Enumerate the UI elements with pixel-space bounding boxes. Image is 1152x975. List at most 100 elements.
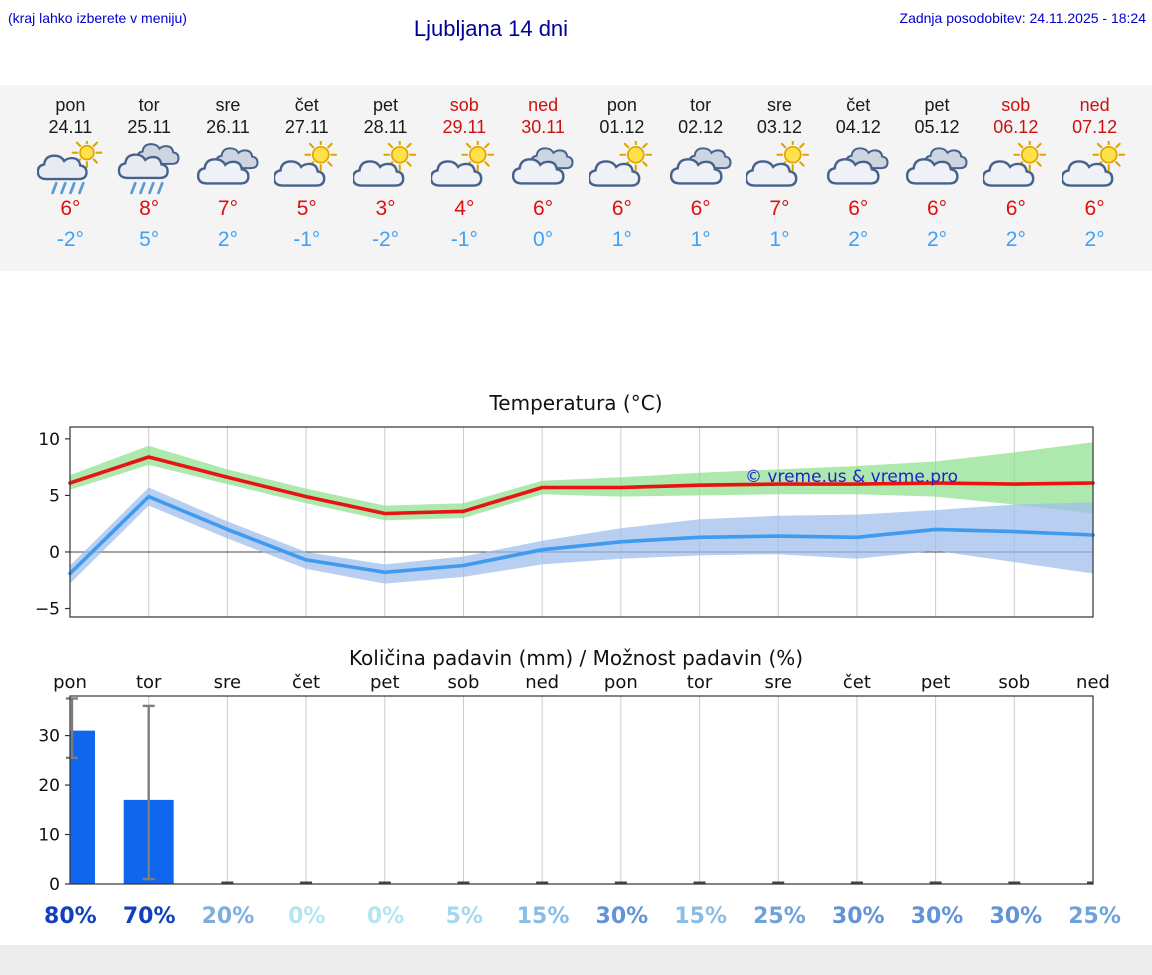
day-tmax: 6° bbox=[1005, 197, 1026, 220]
forecast-strip: pon 24.11 6° -2° tor 25.11 8° 5° sre 26.11 7° 2° čet… bbox=[0, 85, 1152, 271]
day-date: 26.11 bbox=[206, 117, 250, 137]
precip-probability: 15% bbox=[674, 904, 727, 929]
forecast-day-column[interactable]: sre 03.12 7° 1° bbox=[740, 85, 819, 252]
forecast-day-column[interactable]: ned 07.12 6° 2° bbox=[1055, 85, 1134, 252]
sun-icon bbox=[1013, 140, 1046, 171]
precip-zero-mark bbox=[457, 881, 470, 884]
sun-icon bbox=[304, 140, 337, 171]
day-icon-wrap bbox=[976, 140, 1055, 196]
day-date: 06.12 bbox=[993, 117, 1039, 137]
day-tmax: 8° bbox=[139, 197, 160, 220]
precip-day-label: ned bbox=[1076, 672, 1110, 693]
precip-day-label: pon bbox=[53, 672, 87, 693]
day-tmax: 7° bbox=[769, 197, 790, 220]
precip-day-label: sob bbox=[448, 672, 480, 693]
precip-day-label: sre bbox=[764, 672, 791, 693]
precip-day-label: pet bbox=[921, 672, 951, 693]
day-date: 29.11 bbox=[442, 117, 487, 137]
day-date: 30.11 bbox=[521, 117, 565, 137]
precip-zero-mark bbox=[300, 881, 313, 884]
y-tick-label: 0 bbox=[49, 543, 60, 563]
weather-icon-cloudy bbox=[827, 146, 889, 185]
precip-day-label: tor bbox=[136, 672, 162, 693]
y-tick-label: 5 bbox=[49, 486, 60, 506]
weather-icon-rain bbox=[117, 142, 180, 194]
day-tmax: 3° bbox=[375, 197, 396, 220]
day-name: čet bbox=[846, 95, 871, 115]
day-icon-wrap bbox=[189, 140, 268, 196]
weather-icon-partly-sunny bbox=[982, 140, 1046, 187]
forecast-day-column[interactable]: pon 24.11 6° -2° bbox=[31, 85, 110, 252]
precip-zero-mark bbox=[1008, 881, 1021, 884]
day-tmin: 2° bbox=[926, 228, 948, 251]
weather-icon-partly-sunny bbox=[431, 140, 495, 187]
day-date: 25.11 bbox=[127, 117, 172, 137]
day-tmax: 5° bbox=[296, 197, 317, 220]
forecast-day-column[interactable]: tor 25.11 8° 5° bbox=[110, 85, 189, 252]
day-tmax: 6° bbox=[926, 197, 948, 220]
precipitation-chart: pon tor sre čet pet sob ned pon tor sre čet pet sob n… bbox=[38, 672, 1110, 895]
y-tick-label: 0 bbox=[49, 875, 60, 895]
forecast-day-column[interactable]: pet 05.12 6° 2° bbox=[898, 85, 977, 252]
temperature-chart: −5 0 5 10 © vreme.us & vreme.pro bbox=[35, 426, 1095, 620]
forecast-day-column[interactable]: sre 26.11 7° 2° bbox=[189, 85, 268, 252]
precip-probability: 20% bbox=[201, 904, 255, 929]
day-name: ned bbox=[1079, 95, 1110, 115]
day-tmin: -2° bbox=[371, 228, 400, 251]
day-name: pet bbox=[924, 95, 950, 115]
precip-probability: 70% bbox=[122, 904, 176, 929]
day-icon-wrap bbox=[504, 140, 583, 196]
precipitation-chart-title: Količina padavin (mm) / Možnost padavin … bbox=[348, 646, 804, 670]
day-tmin: 1° bbox=[611, 228, 632, 251]
day-tmin: 2° bbox=[217, 228, 238, 251]
watermark-link[interactable]: © vreme.us & vreme.pro bbox=[745, 467, 958, 487]
precip-zero-mark bbox=[772, 881, 785, 884]
day-date: 24.11 bbox=[48, 117, 93, 137]
precip-day-label: ned bbox=[525, 672, 559, 693]
day-tmin: 5° bbox=[139, 228, 160, 251]
day-tmax: 6° bbox=[60, 197, 81, 220]
day-tmax: 6° bbox=[690, 197, 711, 220]
precip-probability: 80% bbox=[44, 904, 97, 929]
precip-day-label: pet bbox=[370, 672, 400, 693]
day-tmin: 2° bbox=[1005, 228, 1026, 251]
day-date: 01.12 bbox=[599, 117, 645, 137]
forecast-day-column[interactable]: tor 02.12 6° 1° bbox=[661, 85, 740, 252]
forecast-day-column[interactable]: pon 01.12 6° 1° bbox=[582, 85, 661, 252]
y-tick-label: 10 bbox=[38, 826, 60, 846]
day-icon-wrap bbox=[582, 140, 661, 196]
day-icon-wrap bbox=[31, 140, 110, 196]
y-tick-label: 20 bbox=[38, 776, 60, 796]
precip-day-label: tor bbox=[687, 672, 713, 693]
precip-zero-mark bbox=[378, 881, 391, 884]
rain-icon bbox=[51, 181, 85, 194]
day-name: sre bbox=[215, 95, 241, 115]
forecast-day-column[interactable]: sob 29.11 4° -1° bbox=[425, 85, 504, 252]
day-date: 02.12 bbox=[678, 117, 724, 137]
precip-zero-mark bbox=[1087, 881, 1093, 884]
day-tmin: -1° bbox=[293, 228, 321, 251]
precip-probability: 25% bbox=[1068, 904, 1121, 929]
sun-icon bbox=[461, 140, 495, 171]
forecast-day-column[interactable]: čet 04.12 6° 2° bbox=[819, 85, 898, 252]
day-name: tor bbox=[690, 95, 712, 115]
precip-probability: 0% bbox=[366, 904, 405, 929]
day-name: čet bbox=[294, 95, 319, 115]
precip-probability: 15% bbox=[516, 904, 570, 929]
day-name: sob bbox=[1001, 95, 1031, 115]
forecast-day-column[interactable]: sob 06.12 6° 2° bbox=[976, 85, 1055, 252]
sun-icon bbox=[776, 140, 810, 171]
weather-icon-partly-sunny bbox=[273, 140, 337, 187]
forecast-day-column[interactable]: ned 30.11 6° 0° bbox=[504, 85, 583, 252]
page-header: (kraj lahko izberete v meniju) Ljubljana… bbox=[0, 0, 1152, 85]
day-tmax: 6° bbox=[1084, 197, 1105, 220]
precip-zero-mark bbox=[929, 881, 942, 884]
weather-icon-partly-sunny bbox=[352, 140, 416, 187]
precip-zero-mark bbox=[221, 881, 234, 884]
day-icon-wrap bbox=[740, 140, 819, 196]
temperature-chart-title: Temperatura (°C) bbox=[489, 391, 663, 415]
rain-icon bbox=[130, 181, 164, 194]
forecast-day-column[interactable]: pet 28.11 3° -2° bbox=[346, 85, 425, 252]
forecast-day-column[interactable]: čet 27.11 5° -1° bbox=[267, 85, 346, 252]
day-name: pon bbox=[55, 95, 86, 115]
